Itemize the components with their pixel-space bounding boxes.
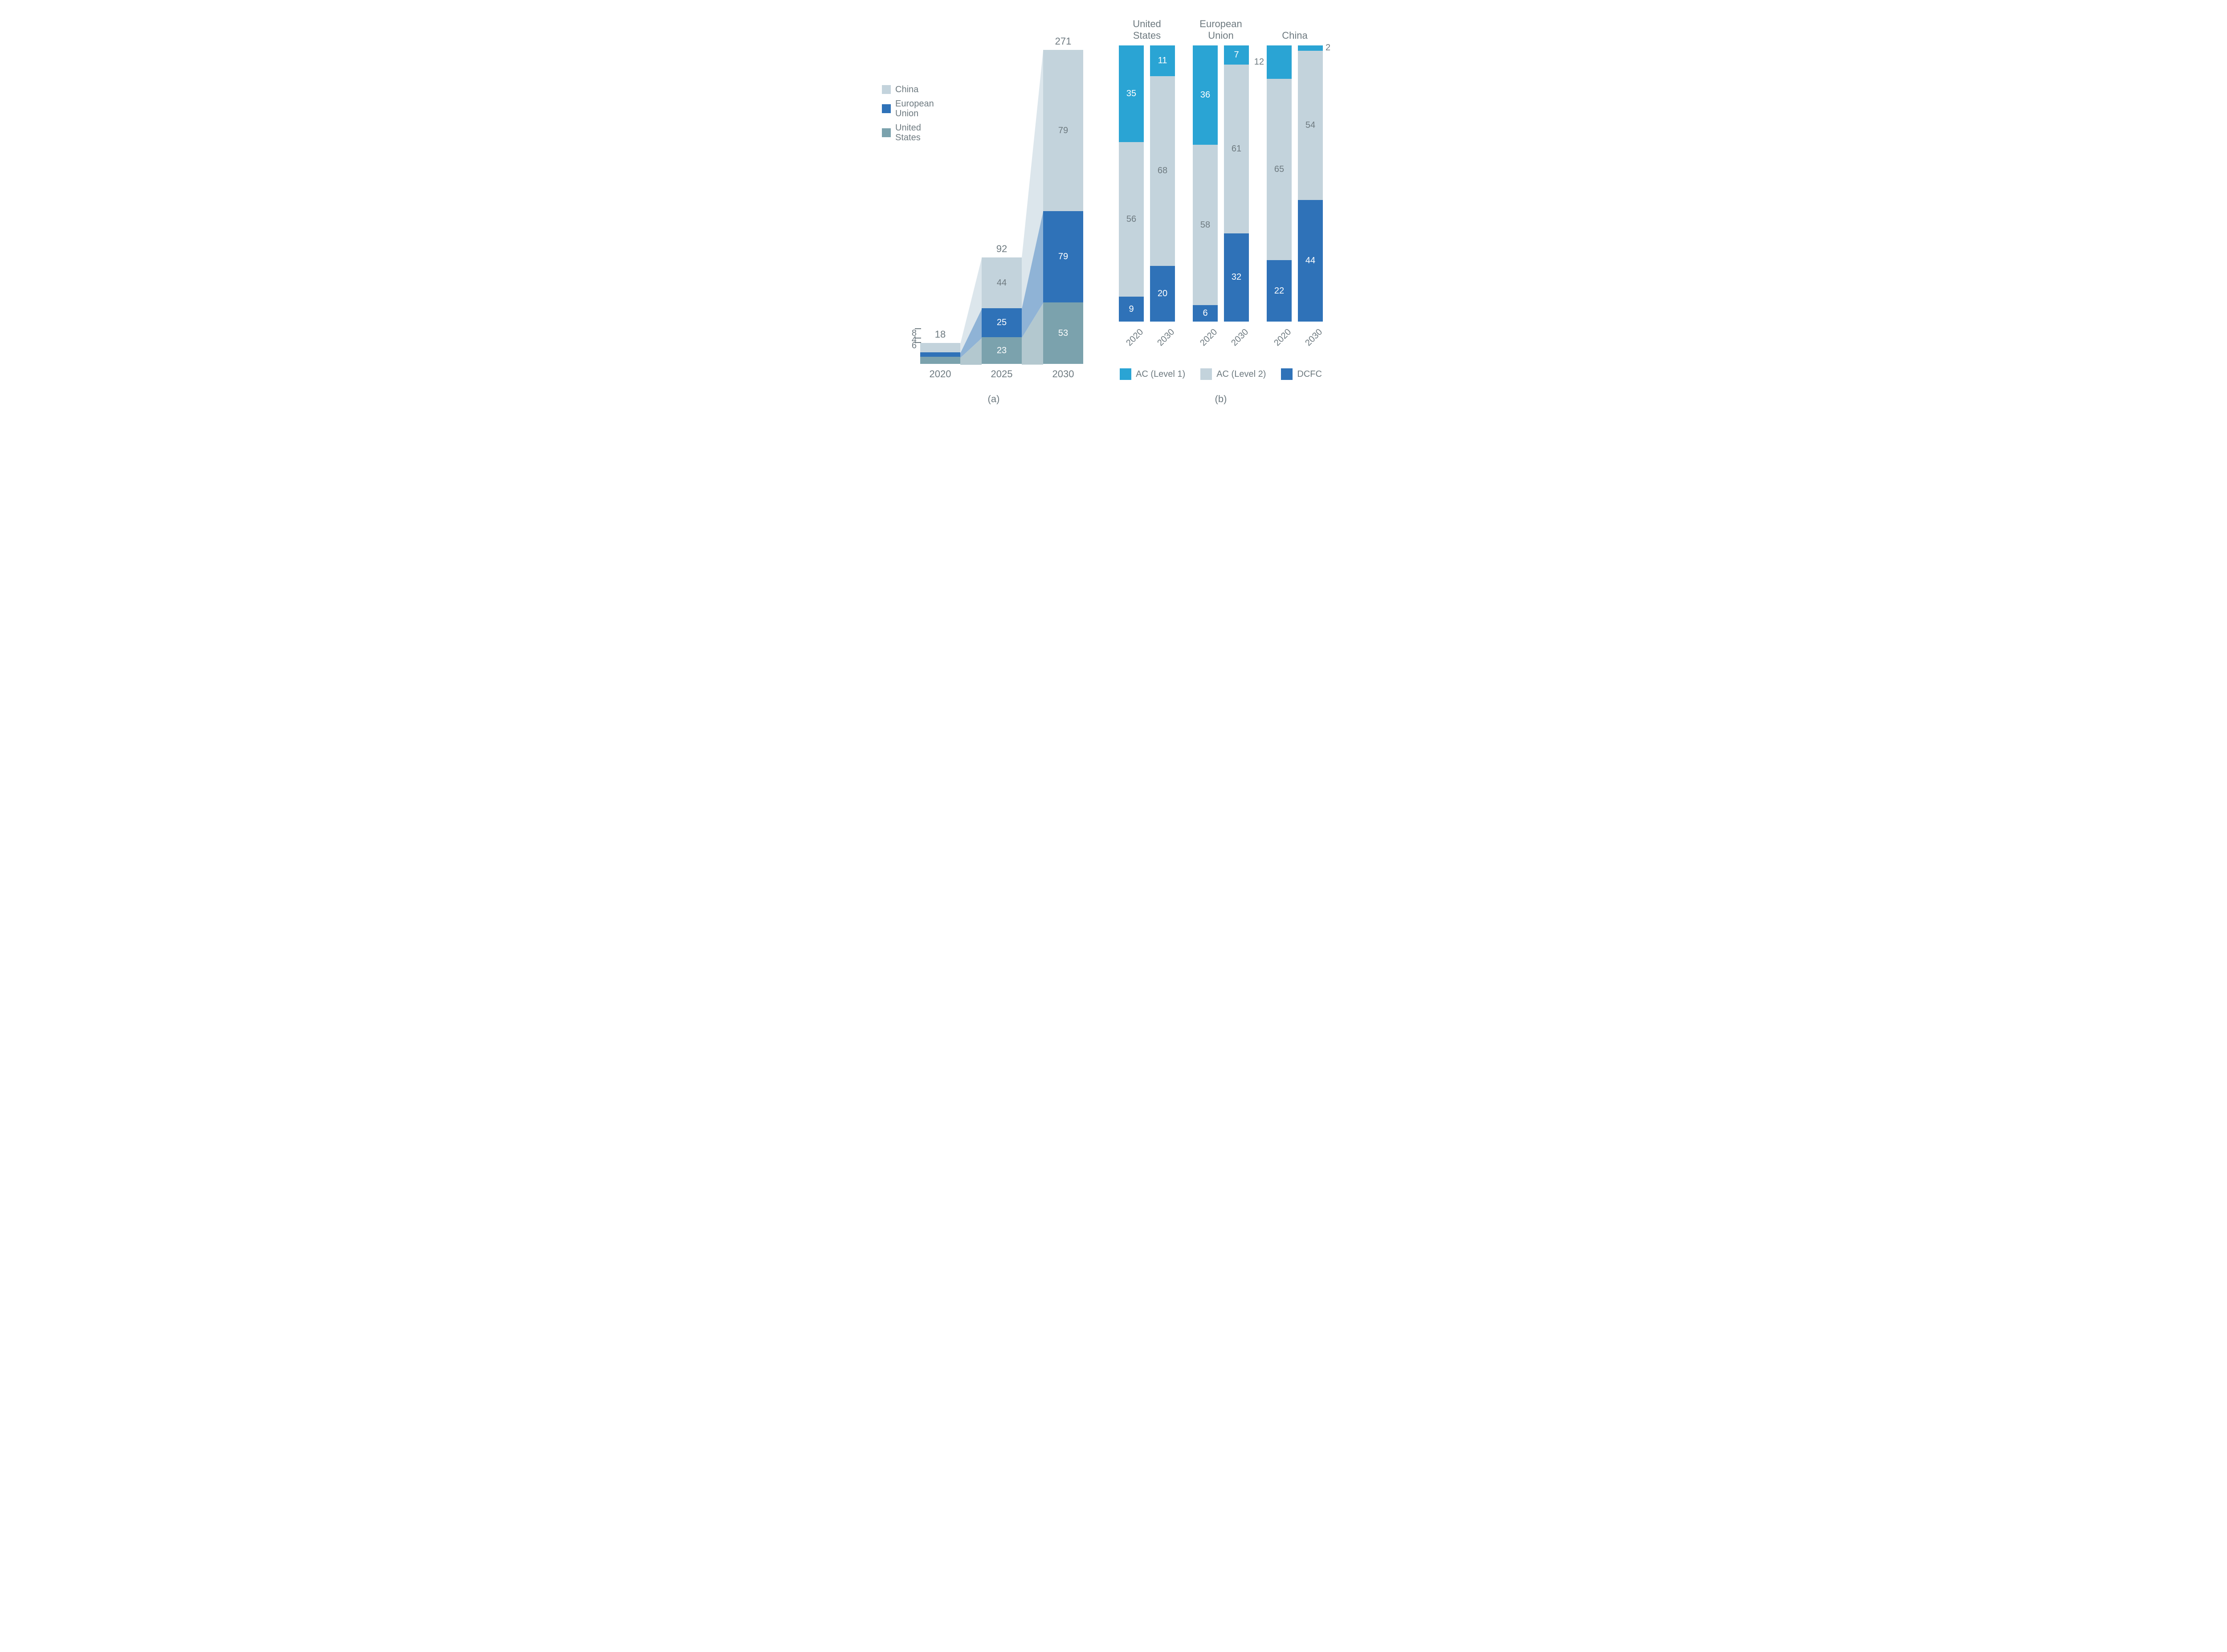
connector-svg <box>1022 51 1043 365</box>
connector-2020-2025 <box>960 258 982 365</box>
seg-1-2030-ac_level2: 61 <box>1224 65 1249 233</box>
panel-a: ChinaEuropeanUnionUnitedStates 648182020… <box>904 36 1083 405</box>
seg-1-2020-ac_level1: 36 <box>1193 45 1218 145</box>
stack-2025: 232544 <box>982 257 1022 364</box>
seg-2-2030-ac_level1 <box>1298 45 1323 51</box>
xlabels-1: 20202030 <box>1193 329 1249 344</box>
panel-b-label: (b) <box>1215 393 1227 405</box>
xlabel-2030: 2030 <box>1052 368 1074 380</box>
seg-0-2020-ac_level2: 56 <box>1119 142 1144 297</box>
panel-a-body: ChinaEuropeanUnionUnitedStates 648182020… <box>904 36 1083 380</box>
group-1: EuropeanUnion 6583632617 20202030 <box>1193 18 1249 344</box>
panel-a-label: (a) <box>988 393 1000 405</box>
legend-swatch-eu <box>882 104 891 113</box>
bar-1-2020: 65836 <box>1193 45 1218 322</box>
seg-0-2020-ac_level1: 35 <box>1119 45 1144 142</box>
stack-total-2025: 92 <box>996 243 1007 255</box>
seg-2025-eu: 25 <box>982 308 1022 337</box>
bar-0-2030: 206811 <box>1150 45 1175 322</box>
group-title-1: EuropeanUnion <box>1199 18 1242 41</box>
bar-1-2030: 32617 <box>1224 45 1249 322</box>
xlabel-0-2030: 2030 <box>1154 325 1179 350</box>
seg-0-2030-ac_level1: 11 <box>1150 45 1175 76</box>
seg-0-2030-dcfc: 20 <box>1150 266 1175 322</box>
stack-total-2030: 271 <box>1055 36 1072 47</box>
bar-2-2030: 44542 <box>1298 45 1323 322</box>
seg-2-2030-ac_level2: 54 <box>1298 51 1323 200</box>
seg-2025-china: 44 <box>982 257 1022 308</box>
legend-b-swatch-ac_level1 <box>1120 368 1131 380</box>
stack-col-2030: 2715379792030 <box>1043 36 1083 380</box>
xlabel-0-2020: 2020 <box>1122 325 1147 350</box>
panel-a-left-value-labels: 648 <box>904 36 920 365</box>
connector-2025-2030 <box>1022 51 1043 365</box>
bar-0-2020: 95635 <box>1119 45 1144 322</box>
seg-2030-eu: 79 <box>1043 211 1083 302</box>
panel-b-body: UnitedStates9563520681120202030EuropeanU… <box>1119 18 1323 380</box>
legend-b-item-ac_level1: AC (Level 1) <box>1120 368 1185 380</box>
legend-b-swatch-dcfc <box>1281 368 1293 380</box>
seg-0-2030-ac_level2: 68 <box>1150 76 1175 266</box>
xlabel-1-2020: 2020 <box>1196 325 1221 350</box>
stack-col-2025: 92 232544 2025 <box>982 243 1022 380</box>
seg-2020-eu <box>920 352 960 357</box>
legend-b-label-dcfc: DCFC <box>1297 369 1322 379</box>
group-2: China 22651244542 20202030 <box>1267 18 1323 344</box>
seg-2020-china <box>920 343 960 352</box>
seg-2020-us <box>920 357 960 364</box>
connector-svg <box>960 258 982 365</box>
xlabel-2020: 2020 <box>930 368 951 380</box>
xlabels-0: 20202030 <box>1119 329 1175 344</box>
xlabel-2025: 2025 <box>991 368 1013 380</box>
xlabel-2-2030: 2030 <box>1301 325 1326 350</box>
seg-1-2030-dcfc: 32 <box>1224 233 1249 322</box>
group-bars-2: 22651244542 <box>1267 45 1323 322</box>
seg-2-2020-dcfc: 22 <box>1267 260 1292 322</box>
panel-b: UnitedStates9563520681120202030EuropeanU… <box>1119 18 1323 405</box>
seg-1-2030-ac_level1: 7 <box>1224 45 1249 65</box>
seg-2030-us: 53 <box>1043 302 1083 364</box>
legend-swatch-us <box>882 128 891 137</box>
bar-2-2020: 226512 <box>1267 45 1292 322</box>
seg-0-2020-dcfc: 9 <box>1119 297 1144 322</box>
xlabel-1-2030: 2030 <box>1228 325 1252 350</box>
seg-2-2020-ac_level1 <box>1267 45 1292 79</box>
figure-root: ChinaEuropeanUnionUnitedStates 648182020… <box>18 18 2209 405</box>
left-tick-china <box>915 328 921 329</box>
stack-col-2020: 18 2020 <box>920 329 960 380</box>
group-bars-1: 6583632617 <box>1193 45 1249 322</box>
xlabel-2-2020: 2020 <box>1270 325 1295 350</box>
stack-2030: 537979 <box>1043 50 1083 364</box>
group-title-2: China <box>1282 18 1307 41</box>
legend-swatch-china <box>882 85 891 94</box>
legend-b-item-dcfc: DCFC <box>1281 368 1322 380</box>
stack-2020 <box>920 343 960 364</box>
legend-b-label-ac_level2: AC (Level 2) <box>1216 369 1266 379</box>
stack-total-2020: 18 <box>935 329 946 340</box>
seg-2-2020-ac_level2: 65 <box>1267 79 1292 260</box>
seg-1-2020-ac_level2: 58 <box>1193 145 1218 305</box>
outside-label-2-2020-ac_level1: 12 <box>1254 57 1264 67</box>
outside-label-2-2030-ac_level1: 2 <box>1326 43 1330 53</box>
left-value-china: 8 <box>912 328 917 339</box>
legend-b-swatch-ac_level2 <box>1200 368 1212 380</box>
seg-2030-china: 79 <box>1043 50 1083 211</box>
legend-b-item-ac_level2: AC (Level 2) <box>1200 368 1266 380</box>
seg-2025-us: 23 <box>982 337 1022 364</box>
legend-b-label-ac_level1: AC (Level 1) <box>1136 369 1185 379</box>
seg-2-2030-dcfc: 44 <box>1298 200 1323 322</box>
group-0: UnitedStates9563520681120202030 <box>1119 18 1175 344</box>
seg-1-2020-dcfc: 6 <box>1193 305 1218 322</box>
group-bars-0: 95635206811 <box>1119 45 1175 322</box>
group-title-0: UnitedStates <box>1133 18 1161 41</box>
xlabels-2: 20202030 <box>1267 329 1323 344</box>
legend-b: AC (Level 1) AC (Level 2) DCFC <box>1120 368 1322 380</box>
